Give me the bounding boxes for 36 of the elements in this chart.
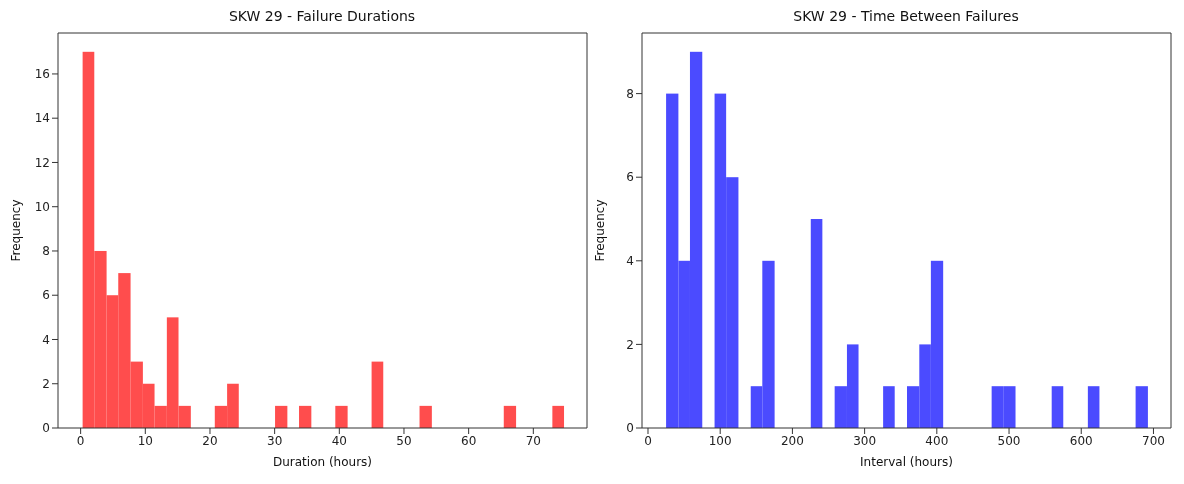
chart-title: SKW 29 - Time Between Failures xyxy=(792,8,1020,26)
x-tick-label: 70 xyxy=(525,433,541,448)
y-tick-label: 14 xyxy=(34,111,50,126)
y-tick-label: 16 xyxy=(34,67,50,82)
y-tick-label: 0 xyxy=(626,421,634,436)
x-tick-label: 60 xyxy=(461,433,477,448)
x-tick-label: 100 xyxy=(708,433,732,448)
y-axis-title: Frequency xyxy=(9,199,24,262)
x-tick-label: 30 xyxy=(267,433,283,448)
y-tick-label: 8 xyxy=(626,86,634,101)
x-tick-label: 400 xyxy=(925,433,949,448)
y-tick-label: 10 xyxy=(34,199,50,214)
y-tick-label: 8 xyxy=(42,244,50,259)
chart-title: SKW 29 - Failure Durations xyxy=(227,8,417,26)
x-tick-label: 40 xyxy=(331,433,347,448)
x-tick-label: 300 xyxy=(853,433,877,448)
y-tick-label: 4 xyxy=(42,332,50,347)
y-tick-label: 6 xyxy=(42,288,50,303)
y-tick-label: 4 xyxy=(626,254,634,269)
y-tick-label: 2 xyxy=(42,377,50,391)
y-tick-label: 12 xyxy=(34,155,50,170)
y-axis-title: Frequency xyxy=(593,199,608,262)
x-tick-label: 500 xyxy=(997,433,1021,448)
x-tick-label: 0 xyxy=(644,433,652,448)
x-tick-label: 10 xyxy=(137,433,153,448)
x-axis-title: Interval (hours) xyxy=(860,455,953,469)
x-axis-title: Duration (hours) xyxy=(272,455,373,469)
x-tick-label: 700 xyxy=(1142,433,1165,448)
y-tick-label: 6 xyxy=(626,170,634,185)
x-tick-label: 20 xyxy=(202,433,218,448)
y-tick-label: 2 xyxy=(626,337,634,352)
y-tick-label: 0 xyxy=(42,421,50,436)
x-tick-label: 600 xyxy=(1069,433,1093,448)
x-tick-label: 200 xyxy=(780,433,804,448)
x-tick-label: 50 xyxy=(396,433,412,448)
x-tick-label: 0 xyxy=(76,433,85,448)
